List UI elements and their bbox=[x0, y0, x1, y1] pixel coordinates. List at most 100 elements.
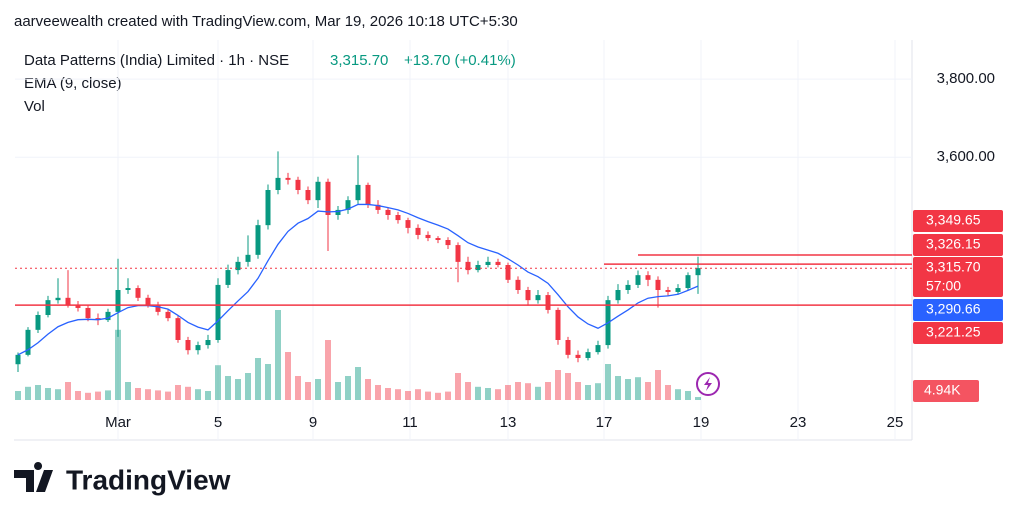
alert-icon bbox=[696, 372, 720, 396]
volume-bar bbox=[405, 391, 411, 400]
candle-body bbox=[555, 309, 561, 340]
candle-body bbox=[55, 297, 61, 301]
y-tick-label: 3,600.00 bbox=[937, 148, 995, 165]
volume-bar bbox=[105, 390, 111, 400]
x-tick-label: 19 bbox=[693, 414, 710, 431]
candle-body bbox=[45, 300, 51, 315]
candle-body bbox=[475, 265, 481, 271]
volume-bar bbox=[535, 386, 541, 400]
volume-bar bbox=[325, 340, 331, 400]
candle-body bbox=[685, 275, 691, 289]
volume-bar bbox=[565, 373, 571, 400]
volume-bar bbox=[65, 382, 71, 400]
level-label-box bbox=[913, 234, 1003, 256]
volume-bar bbox=[155, 390, 161, 400]
candle-body bbox=[375, 204, 381, 210]
volume-bar bbox=[45, 388, 51, 400]
candle-body bbox=[435, 238, 441, 240]
candle-body bbox=[75, 304, 81, 308]
symbol: Data Patterns (India) Limited · 1h · NSE bbox=[24, 52, 289, 69]
candle-body bbox=[335, 209, 341, 215]
candle-body bbox=[415, 227, 421, 235]
candle-body bbox=[625, 284, 631, 290]
candle-body bbox=[525, 290, 531, 301]
candle-body bbox=[245, 254, 251, 262]
volume-bar bbox=[655, 370, 661, 400]
change: +13.70 (+0.41%) bbox=[404, 52, 516, 69]
volume-bar bbox=[605, 364, 611, 400]
candle-body bbox=[405, 220, 411, 228]
volume-bar bbox=[345, 376, 351, 400]
volume-bar bbox=[445, 391, 451, 400]
candle-body bbox=[35, 315, 41, 330]
volume-bar bbox=[555, 370, 561, 400]
level-label: 3,221.25 bbox=[926, 324, 981, 340]
candle-body bbox=[445, 240, 451, 246]
level-label: 3,290.66 bbox=[926, 301, 981, 317]
x-tick-label: Mar bbox=[105, 414, 131, 431]
volume-bar bbox=[265, 364, 271, 400]
volume-bar bbox=[365, 379, 371, 400]
candle-body bbox=[125, 288, 131, 290]
x-tick-label: 13 bbox=[500, 414, 517, 431]
volume-bar bbox=[185, 386, 191, 400]
alert-bolt bbox=[704, 377, 712, 391]
volume-bar bbox=[525, 383, 531, 400]
volume-bar bbox=[595, 383, 601, 400]
candle-body bbox=[665, 290, 671, 292]
candle-body bbox=[425, 234, 431, 239]
candle-body bbox=[175, 318, 181, 340]
logo-icon bbox=[14, 462, 53, 492]
candle-body bbox=[205, 340, 211, 346]
candle-body bbox=[575, 354, 581, 358]
candle-body bbox=[285, 177, 291, 180]
volume-bar bbox=[375, 385, 381, 400]
candle-body bbox=[15, 354, 21, 365]
x-tick-label: 17 bbox=[596, 414, 613, 431]
volume-bar bbox=[675, 389, 681, 400]
level-label-box bbox=[913, 322, 1003, 344]
x-tick-label: 5 bbox=[214, 414, 222, 431]
volume-bar bbox=[175, 385, 181, 400]
volume-bar bbox=[295, 376, 301, 400]
volume-bar bbox=[355, 367, 361, 400]
volume-bar bbox=[385, 388, 391, 400]
candle-body bbox=[645, 275, 651, 280]
volume-bar bbox=[635, 377, 641, 400]
volume-bar bbox=[25, 386, 31, 400]
candle-body bbox=[595, 345, 601, 353]
level-label: 3,315.70 bbox=[926, 259, 981, 275]
volume-bar bbox=[315, 379, 321, 400]
countdown-label: 57:00 bbox=[926, 278, 961, 294]
volume-bar bbox=[645, 382, 651, 400]
candle-body bbox=[515, 279, 521, 290]
volume-label-box bbox=[913, 380, 979, 402]
volume-bar bbox=[305, 382, 311, 400]
volume-bar bbox=[515, 382, 521, 400]
volume-bar bbox=[395, 389, 401, 400]
candle-body bbox=[115, 290, 121, 312]
logo: TradingView bbox=[14, 462, 231, 495]
level-label-box bbox=[913, 257, 1003, 297]
candle-body bbox=[325, 181, 331, 215]
volume-bar bbox=[425, 391, 431, 400]
volume-bar bbox=[335, 382, 341, 400]
volume-bar bbox=[135, 388, 141, 400]
candle-body bbox=[305, 190, 311, 201]
candle-body bbox=[185, 340, 191, 351]
volume-bar bbox=[205, 391, 211, 400]
volume-bar bbox=[255, 358, 261, 400]
x-tick-label: 25 bbox=[887, 414, 904, 431]
volume-bar bbox=[85, 392, 91, 400]
volume-bar bbox=[125, 382, 131, 400]
volume-legend: Vol bbox=[24, 98, 45, 115]
candle-body bbox=[385, 209, 391, 215]
candle-body bbox=[135, 288, 141, 298]
candle-body bbox=[565, 340, 571, 355]
logo-text: TradingView bbox=[66, 464, 231, 495]
volume-bar bbox=[115, 329, 121, 400]
volume-bar bbox=[275, 310, 281, 400]
volume-bar bbox=[695, 397, 701, 400]
candle-body bbox=[455, 245, 461, 262]
